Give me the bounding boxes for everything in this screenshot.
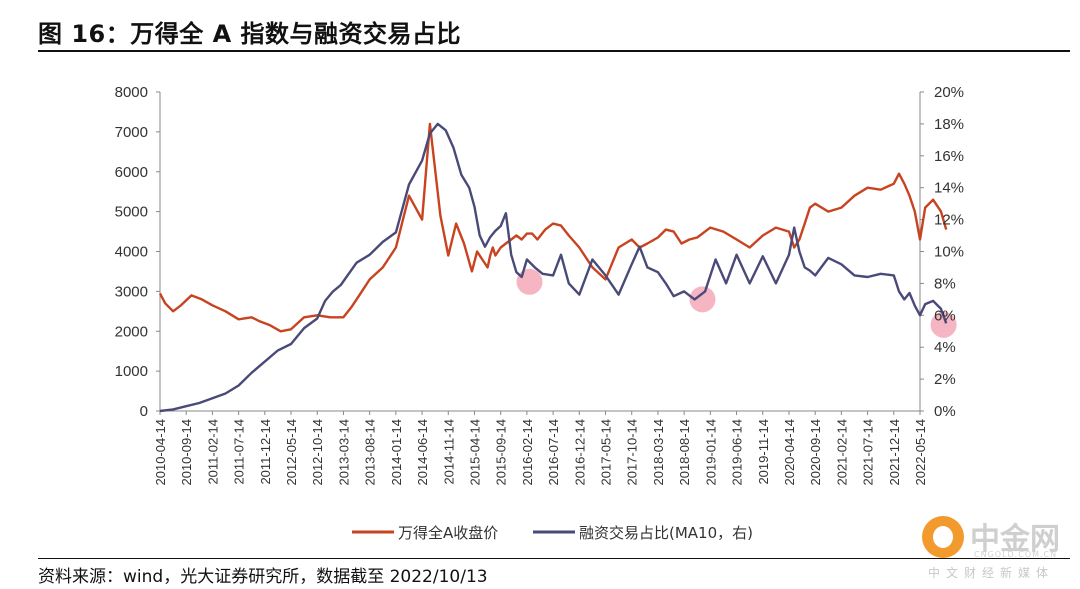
watermark-name: 中金网 (970, 522, 1060, 557)
x-tick-label: 2010-04-14 (153, 419, 168, 486)
left-tick-label: 6000 (115, 164, 148, 181)
x-tick-label: 2015-09-14 (494, 419, 509, 486)
highlight-circle-2 (689, 286, 716, 313)
x-tick-label: 2017-10-14 (625, 419, 640, 486)
x-tick-label: 2019-01-14 (703, 419, 718, 486)
chart-axes (156, 91, 924, 415)
x-tick-label: 2013-08-14 (363, 419, 378, 486)
x-tick-label: 2021-12-14 (887, 419, 902, 486)
right-tick-label: 2% (934, 371, 956, 388)
right-tick-label: 16% (934, 148, 964, 165)
x-tick-label: 2012-05-14 (284, 419, 299, 486)
x-tick-label: 2020-04-14 (782, 419, 797, 486)
left-tick-label: 4000 (115, 244, 148, 261)
right-tick-label: 8% (934, 275, 956, 292)
right-tick-label: 4% (934, 339, 956, 356)
legend: 万得全A收盘价 融资交易占比(MA10，右) (352, 524, 753, 542)
chart-ticks: 0 1000 2000 3000 4000 5000 6000 7000 8000 0% 2% 4% 6… (115, 84, 964, 486)
x-tick-label: 2013-03-14 (336, 419, 351, 486)
left-tick-label: 5000 (115, 204, 148, 221)
watermark-url: CNGOLD.COM.CN (974, 550, 1058, 559)
left-tick-label: 1000 (115, 363, 148, 380)
x-tick-label: 2021-02-14 (834, 419, 849, 486)
x-tick-label: 2016-07-14 (546, 419, 561, 486)
left-tick-label: 2000 (115, 323, 148, 340)
source-note: 资料来源：wind，光大证券研究所，数据截至 2022/10/13 (38, 567, 488, 587)
title-rule (38, 50, 1070, 52)
x-tick-label: 2011-07-14 (232, 419, 247, 485)
right-tick-label: 20% (934, 84, 964, 101)
left-tick-label: 7000 (115, 124, 148, 141)
highlight-circle-3 (930, 311, 957, 338)
x-tick-label: 2021-07-14 (861, 419, 876, 486)
right-tick-label: 10% (934, 244, 964, 261)
right-tick-label: 6% (934, 307, 956, 324)
legend-item-ratio-label: 融资交易占比(MA10，右) (579, 524, 753, 542)
source-rule (38, 558, 1070, 559)
series-line-index (158, 122, 948, 333)
x-tick-label: 2012-10-14 (310, 419, 325, 486)
watermark-subtitle: 中文财经新媒体 (928, 566, 1055, 580)
x-tick-label: 2018-08-14 (677, 419, 692, 486)
left-tick-label: 3000 (115, 283, 148, 300)
x-tick-label: 2018-03-14 (651, 419, 666, 486)
right-tick-label: 18% (934, 116, 964, 133)
watermark: 中金网 CNGOLD.COM.CN 中文财经新媒体 (920, 514, 1080, 586)
legend-item-index-label: 万得全A收盘价 (398, 524, 498, 542)
x-tick-label: 2019-11-14 (756, 419, 771, 485)
series-line-ratio (159, 122, 948, 413)
x-tick-label: 2016-02-14 (520, 419, 535, 486)
x-tick-label: 2010-09-14 (179, 419, 194, 486)
chart-lines (158, 122, 948, 413)
watermark-logo-icon (922, 516, 964, 558)
left-tick-label: 0 (140, 403, 148, 420)
right-tick-label: 14% (934, 180, 964, 197)
x-tick-label: 2019-06-14 (730, 419, 745, 486)
x-tick-label: 2014-01-14 (389, 419, 404, 486)
x-tick-label: 2015-04-14 (467, 419, 482, 486)
left-tick-label: 8000 (115, 84, 148, 101)
highlight-circles (516, 268, 957, 338)
x-tick-label: 2014-06-14 (415, 419, 430, 486)
x-tick-label: 2020-09-14 (808, 419, 823, 486)
x-tick-label: 2017-05-14 (599, 419, 614, 486)
x-tick-label: 2011-02-14 (205, 419, 220, 485)
x-tick-label: 2022-05-14 (913, 419, 928, 486)
figure-title: 图 16：万得全 A 指数与融资交易占比 (38, 20, 462, 48)
x-tick-label: 2011-12-14 (258, 419, 273, 485)
highlight-circle-1 (516, 268, 543, 295)
right-tick-label: 0% (934, 403, 956, 420)
x-tick-label: 2014-11-14 (441, 419, 456, 485)
x-tick-label: 2016-12-14 (572, 419, 587, 486)
right-tick-label: 12% (934, 212, 964, 229)
